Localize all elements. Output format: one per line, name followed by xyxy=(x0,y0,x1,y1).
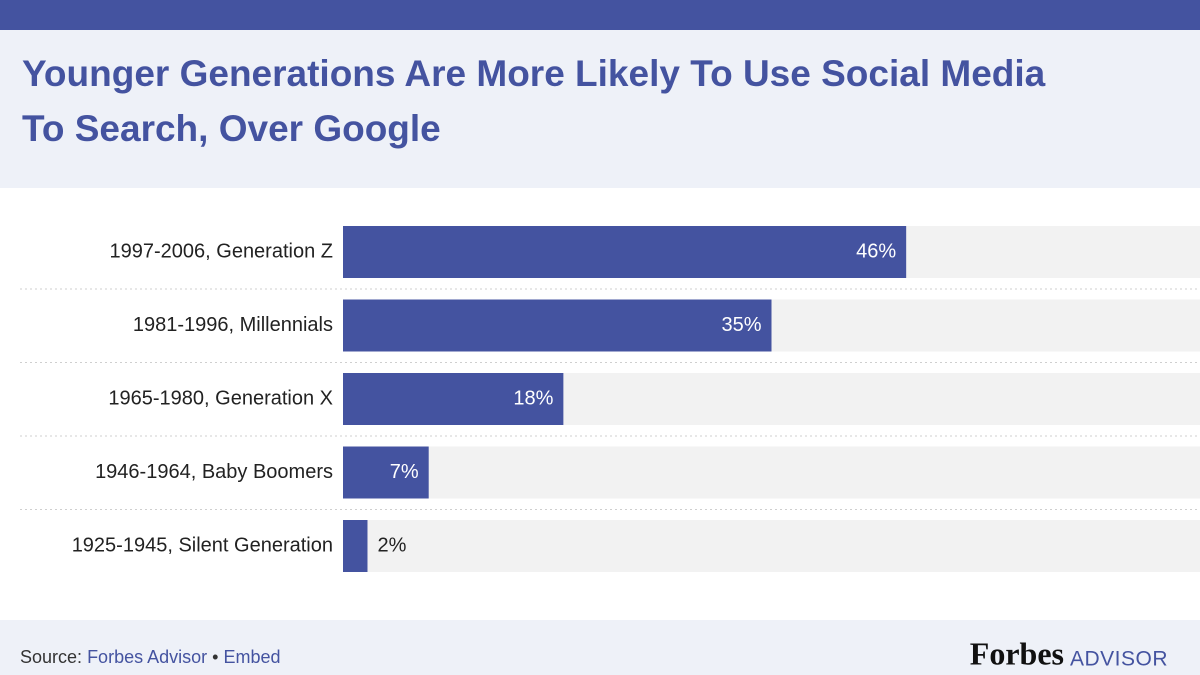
footer-band xyxy=(0,620,1200,675)
bar xyxy=(343,373,564,425)
bar xyxy=(343,299,772,352)
y-tick-label: 1946-1964, Baby Boomers xyxy=(95,461,333,483)
footer-source: Source: Forbes Advisor • Embed xyxy=(20,647,281,667)
logo: Forbes xyxy=(970,635,1064,671)
y-tick-label: 1981-1996, Millennials xyxy=(133,314,333,336)
logo-suffix: ADVISOR xyxy=(1070,648,1168,671)
bar xyxy=(343,446,429,499)
bar xyxy=(343,520,368,572)
value-label: 7% xyxy=(390,461,419,483)
value-label: 46% xyxy=(856,240,896,262)
chart-title: Younger Generations Are More Likely To U… xyxy=(22,53,1046,94)
y-tick-label: 1997-2006, Generation Z xyxy=(110,240,334,262)
value-label: 2% xyxy=(377,534,406,556)
header-band xyxy=(0,30,1200,188)
bar xyxy=(343,226,907,278)
source-label: Source: xyxy=(20,647,82,667)
bar-track xyxy=(343,446,1200,499)
separator: • xyxy=(212,647,218,667)
chart-title: To Search, Over Google xyxy=(22,108,441,149)
top-band xyxy=(0,0,1200,30)
value-label: 18% xyxy=(513,387,553,409)
y-tick-label: 1965-1980, Generation X xyxy=(108,387,333,409)
embed-link[interactable]: Embed xyxy=(223,647,280,667)
source-link[interactable]: Forbes Advisor xyxy=(87,647,207,667)
value-label: 35% xyxy=(721,314,761,336)
y-tick-label: 1925-1945, Silent Generation xyxy=(72,534,333,556)
bar-track xyxy=(343,520,1200,572)
